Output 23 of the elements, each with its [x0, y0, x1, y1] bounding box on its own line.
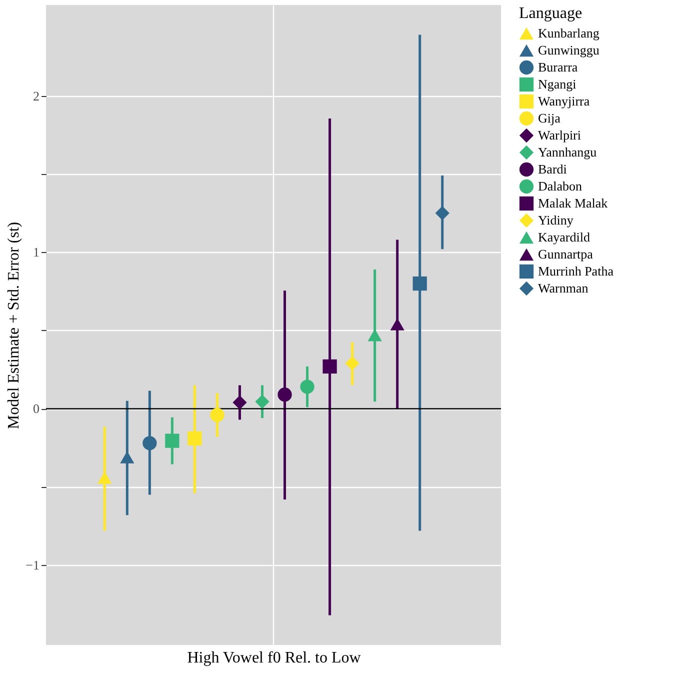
legend-label: Kunbarlang — [538, 26, 600, 40]
legend-label: Burarra — [538, 60, 578, 74]
legend-label: Ngangi — [538, 76, 577, 92]
legend-label: Dalabon — [538, 178, 583, 194]
legend-label: Gija — [538, 110, 561, 126]
y-axis-title: Model Estimate + Std. Error (st) — [6, 222, 23, 430]
x-axis-title: High Vowel f0 Rel. to Low — [187, 650, 362, 666]
legend-label: Bardi — [538, 162, 568, 176]
legend-label: Yannhangu — [538, 144, 598, 160]
legend-label: Gunnartpa — [538, 246, 594, 262]
legend-label: Warlpiri — [538, 128, 582, 142]
y-tick-label: 0 — [33, 401, 40, 416]
legend-label: Murrinh Patha — [538, 264, 614, 278]
y-tick-label: −1 — [26, 558, 40, 573]
legend-label: Wanyjirra — [538, 94, 590, 108]
legend-title: Language — [519, 5, 582, 22]
legend-label: Yidiny — [538, 212, 574, 228]
legend-label: Kayardild — [538, 230, 590, 244]
y-tick-label: 2 — [33, 88, 40, 104]
legend-label: Gunwinggu — [538, 42, 600, 58]
legend-label: Malak Malak — [538, 196, 608, 210]
legend-label: Warnman — [538, 280, 589, 296]
y-tick-label: 1 — [33, 244, 40, 260]
